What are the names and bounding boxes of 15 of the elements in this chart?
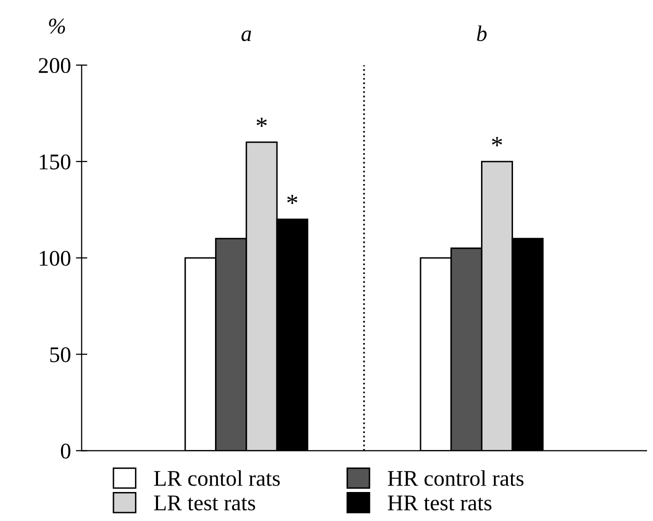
legend-label: LR contol rats: [154, 470, 280, 486]
legend-label: HR control rats: [388, 470, 524, 486]
y-tick-label: 50: [50, 347, 70, 362]
annotation: *: [492, 137, 502, 146]
y-tick-label: 0: [60, 444, 70, 459]
legend-label: HR test rats: [388, 496, 492, 510]
y-tick-label: 100: [40, 250, 70, 266]
annotation: *: [256, 118, 267, 127]
y-axis-title: %: [49, 18, 65, 34]
y-tick-label: 200: [38, 58, 70, 74]
x-tick-label: b: [476, 26, 487, 42]
annotation: *: [287, 194, 298, 204]
legend-label: LR test rats: [154, 496, 256, 510]
x-tick-label: a: [241, 30, 252, 42]
y-tick-label: 150: [40, 154, 70, 170]
